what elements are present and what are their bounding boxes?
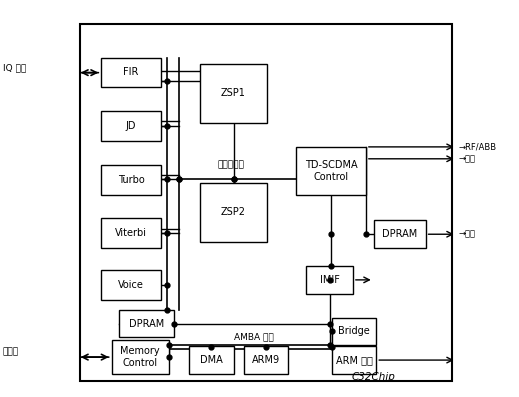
Bar — [101, 111, 161, 141]
Bar — [101, 165, 161, 195]
Bar — [101, 270, 161, 300]
Bar — [332, 318, 376, 345]
Text: →RF/ABB: →RF/ABB — [458, 143, 496, 151]
Bar — [200, 183, 267, 242]
Text: ARM 外设: ARM 外设 — [336, 355, 373, 365]
Text: ARM9: ARM9 — [252, 355, 280, 365]
Bar — [332, 346, 376, 374]
Bar — [112, 340, 169, 374]
Text: IMIF: IMIF — [320, 275, 339, 285]
Bar — [306, 266, 353, 294]
Bar — [80, 24, 452, 381]
Bar — [200, 64, 267, 123]
Text: 存储器: 存储器 — [3, 347, 19, 357]
Text: ZSP2: ZSP2 — [221, 207, 246, 218]
Text: →主机: →主机 — [458, 230, 475, 239]
Bar — [101, 218, 161, 248]
Text: Turbo: Turbo — [118, 175, 144, 185]
Bar — [244, 346, 288, 374]
Text: Bridge: Bridge — [338, 326, 370, 337]
Text: JD: JD — [126, 121, 136, 131]
Text: →控制: →控制 — [458, 154, 475, 163]
Bar — [101, 58, 161, 87]
Text: 存储器总线: 存储器总线 — [217, 160, 244, 170]
Text: Memory
Control: Memory Control — [120, 346, 160, 368]
Text: Viterbi: Viterbi — [115, 228, 147, 238]
Text: DPRAM: DPRAM — [129, 318, 164, 329]
Text: FIR: FIR — [124, 67, 139, 77]
Text: DMA: DMA — [200, 355, 223, 365]
Text: AMBA 总线: AMBA 总线 — [235, 332, 274, 341]
Text: DPRAM: DPRAM — [382, 229, 417, 239]
Text: ZSP1: ZSP1 — [221, 88, 246, 98]
Text: C32Chip: C32Chip — [352, 372, 395, 382]
Bar — [296, 147, 366, 195]
Text: IQ 数据: IQ 数据 — [3, 63, 26, 72]
Bar — [374, 220, 426, 248]
Text: TD-SCDMA
Control: TD-SCDMA Control — [305, 160, 357, 181]
Bar — [189, 346, 234, 374]
Text: Voice: Voice — [118, 280, 144, 290]
Bar — [119, 310, 174, 337]
